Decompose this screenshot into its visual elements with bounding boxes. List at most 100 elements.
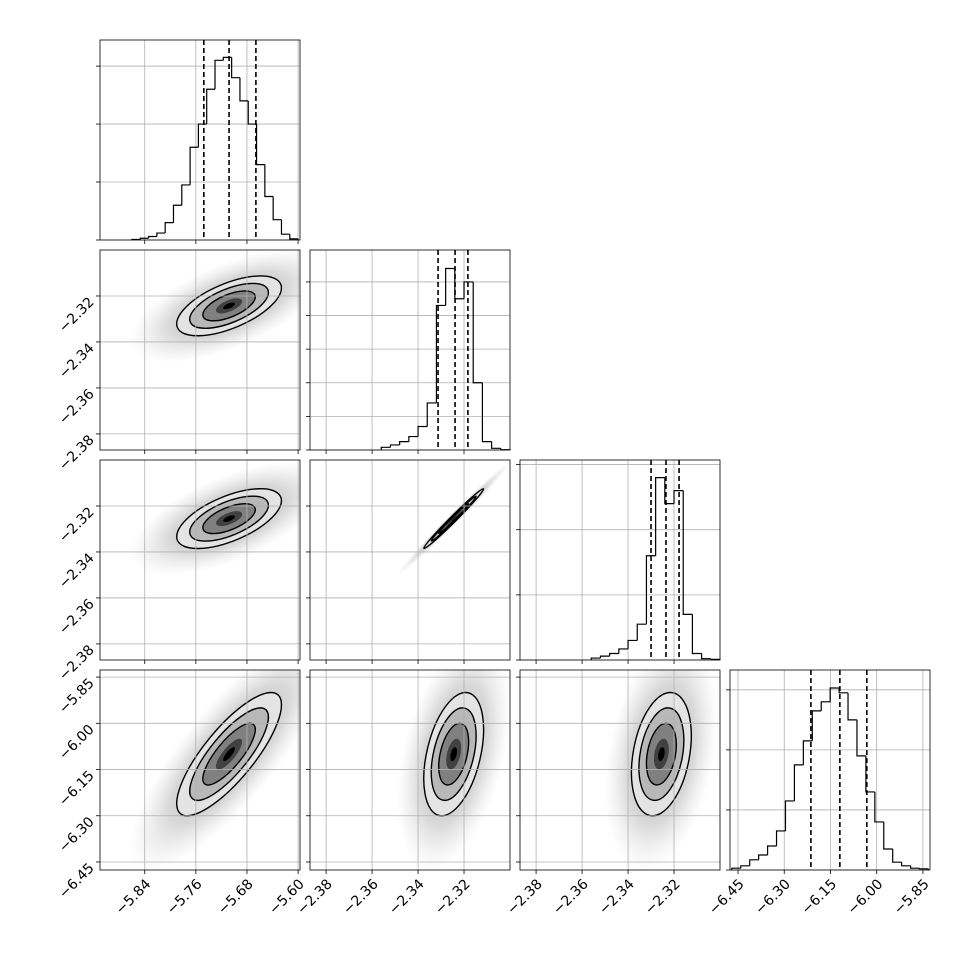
x-tick-label: −6.30	[752, 876, 794, 918]
y-tick-label: −6.30	[56, 814, 98, 856]
histogram-bin	[214, 59, 224, 90]
histogram-bin	[417, 425, 428, 437]
panel	[516, 459, 721, 664]
histogram-bin	[856, 719, 866, 757]
x-tick-label: −2.32	[432, 876, 474, 918]
y-tick-label: −2.34	[56, 550, 98, 592]
y-tick-label: −2.38	[56, 642, 98, 684]
contour	[202, 502, 256, 535]
histogram-bin	[673, 490, 684, 504]
contour	[175, 691, 283, 817]
histogram-bin	[264, 164, 274, 198]
histogram-bin	[280, 219, 290, 235]
y-tick-label: −2.32	[56, 504, 98, 546]
panel	[96, 39, 301, 244]
histogram-bin	[784, 800, 795, 831]
x-tick-label: −2.34	[596, 876, 638, 918]
panel-frame	[519, 459, 721, 661]
density-peak	[658, 747, 665, 762]
histogram-bin	[766, 845, 777, 855]
density-peak	[450, 515, 458, 522]
histogram-bin	[731, 867, 741, 870]
histogram-bin	[156, 232, 166, 237]
histogram-bin	[892, 848, 902, 863]
density-peak	[450, 747, 458, 762]
histogram-bin	[197, 123, 207, 148]
histogram-bin	[740, 865, 750, 869]
density-peak	[223, 747, 235, 762]
panel-frame	[309, 249, 511, 451]
histogram-bin	[802, 740, 813, 765]
histogram-bin	[289, 234, 299, 240]
panel-content	[129, 461, 300, 576]
histogram-bin	[691, 614, 702, 655]
y-tick-label: −2.32	[56, 294, 98, 336]
histogram-bin	[811, 710, 822, 741]
histogram-bin	[701, 653, 711, 660]
density-peak	[223, 302, 235, 310]
panel	[96, 669, 301, 874]
histogram-bin	[472, 281, 483, 384]
histogram-bin	[408, 435, 419, 442]
histogram-bin	[389, 444, 400, 448]
y-tick-label: −2.36	[56, 596, 98, 638]
x-tick-label: −2.38	[504, 876, 546, 918]
panel-content	[396, 670, 510, 870]
histogram-bin	[445, 267, 455, 306]
contour	[189, 495, 270, 542]
histogram-bin	[847, 692, 857, 721]
histogram-bin	[454, 268, 465, 300]
histogram-bin	[645, 555, 656, 625]
histogram-bin	[239, 77, 249, 102]
histogram-bin	[901, 862, 911, 867]
histogram-bin	[491, 441, 501, 449]
histogram-bin	[749, 859, 759, 866]
histogram-bin	[609, 652, 619, 657]
x-tick-label: −5.85	[891, 876, 933, 918]
x-tick-label: −2.34	[386, 876, 428, 918]
x-tick-label: −6.45	[706, 876, 748, 918]
contour	[202, 722, 256, 786]
panel-frame	[99, 249, 301, 451]
contour	[430, 707, 477, 802]
histogram-bin	[599, 655, 610, 659]
histogram-bin	[172, 204, 182, 223]
y-tick-label: −6.45	[56, 860, 98, 902]
histogram-bin	[918, 868, 929, 870]
y-tick-label: −2.38	[56, 432, 98, 474]
panel-content	[129, 670, 300, 870]
x-tick-label: −6.15	[798, 876, 840, 918]
panel	[306, 669, 511, 874]
histogram-bin	[883, 821, 893, 850]
panel-frame	[309, 459, 511, 661]
x-tick-label: −2.36	[550, 876, 592, 918]
histogram-bin	[435, 304, 446, 403]
contour	[430, 495, 477, 542]
panel-frame	[99, 669, 301, 871]
contour	[189, 282, 270, 329]
histogram-bin	[255, 124, 265, 166]
histogram-bin	[139, 237, 149, 240]
histogram-bin	[775, 830, 786, 846]
y-tick-label: −6.00	[56, 722, 98, 764]
histogram-bin	[206, 88, 216, 125]
histogram-bin	[481, 382, 492, 443]
panel-frame	[99, 459, 301, 661]
panel	[306, 459, 511, 664]
panel-frame	[729, 669, 931, 871]
contour	[189, 707, 270, 802]
histogram-bin	[189, 146, 199, 185]
histogram-bin	[399, 440, 409, 445]
histogram-bin	[636, 623, 647, 641]
panel-content	[129, 250, 300, 363]
panel	[726, 669, 931, 874]
contour	[175, 275, 283, 337]
contour	[438, 502, 470, 535]
histogram-bin	[874, 791, 884, 823]
x-tick-label: −5.68	[215, 876, 257, 918]
panel-frame	[99, 39, 301, 241]
histogram-bin	[682, 490, 693, 615]
y-tick-label: −2.34	[56, 340, 98, 382]
